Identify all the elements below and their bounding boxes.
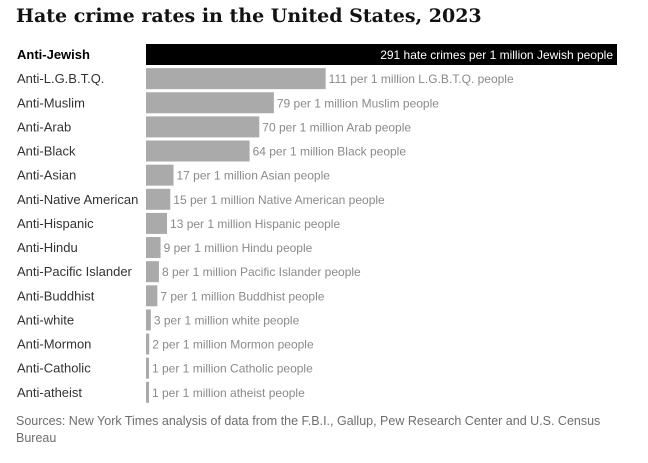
category-label: Anti-Hindu [17, 240, 78, 255]
bar [146, 381, 149, 403]
data-label: 1 per 1 million Catholic people [152, 362, 313, 376]
bar [146, 68, 326, 90]
bar [146, 140, 250, 162]
data-label: 9 per 1 million Hindu people [164, 241, 313, 255]
data-label: 2 per 1 million Mormon people [152, 338, 314, 352]
category-label: Anti-Black [17, 144, 76, 159]
data-label: 8 per 1 million Pacific Islander people [162, 265, 361, 279]
data-label: 111 per 1 million L.G.B.T.Q. people [329, 72, 514, 86]
bar [146, 285, 158, 307]
category-label: Anti-L.G.B.T.Q. [17, 71, 104, 86]
data-label: 1 per 1 million atheist people [152, 386, 305, 400]
category-label: Anti-atheist [17, 385, 82, 400]
data-label: 70 per 1 million Arab people [262, 120, 411, 134]
category-label: Anti-Asian [17, 168, 76, 183]
category-label: Anti-Native American [17, 192, 138, 207]
data-label: 15 per 1 million Native American people [173, 193, 385, 207]
hate-crime-bar-chart: Anti-Jewish 291 hate crimes per 1 million… [17, 44, 617, 403]
data-label: 17 per 1 million Asian people [177, 169, 331, 183]
data-label: 64 per 1 million Black people [253, 145, 407, 159]
data-label: 7 per 1 million Buddhist people [160, 289, 324, 303]
category-label: Anti-Buddhist [17, 288, 95, 303]
bar [146, 237, 161, 259]
bar [146, 212, 168, 234]
chart-title: Hate crime rates in the United States, 2… [16, 5, 482, 27]
bar [146, 44, 617, 65]
data-label: 3 per 1 million white people [154, 313, 300, 327]
source-note: Sources: New York Times analysis of data… [16, 414, 601, 445]
category-label: Anti-Arab [17, 119, 71, 134]
category-label: Anti-Hispanic [17, 216, 94, 231]
category-label: Anti-Pacific Islander [17, 264, 133, 279]
category-label: Anti-Mormon [17, 337, 91, 352]
bar [146, 357, 149, 379]
data-label: 291 hate crimes per 1 million Jewish peo… [380, 48, 613, 62]
bar [146, 92, 274, 114]
data-label: 13 per 1 million Hispanic people [170, 217, 340, 231]
category-label: Anti-Muslim [17, 95, 85, 110]
bar [146, 333, 150, 355]
data-label: 79 per 1 million Muslim people [277, 96, 439, 110]
category-label: Anti-Catholic [17, 361, 91, 376]
bar [146, 116, 260, 138]
bar [146, 188, 171, 210]
bar [146, 261, 159, 283]
bar [146, 164, 174, 186]
category-label: Anti-Jewish [17, 47, 90, 62]
bar [146, 309, 151, 331]
category-label: Anti-white [17, 312, 74, 327]
